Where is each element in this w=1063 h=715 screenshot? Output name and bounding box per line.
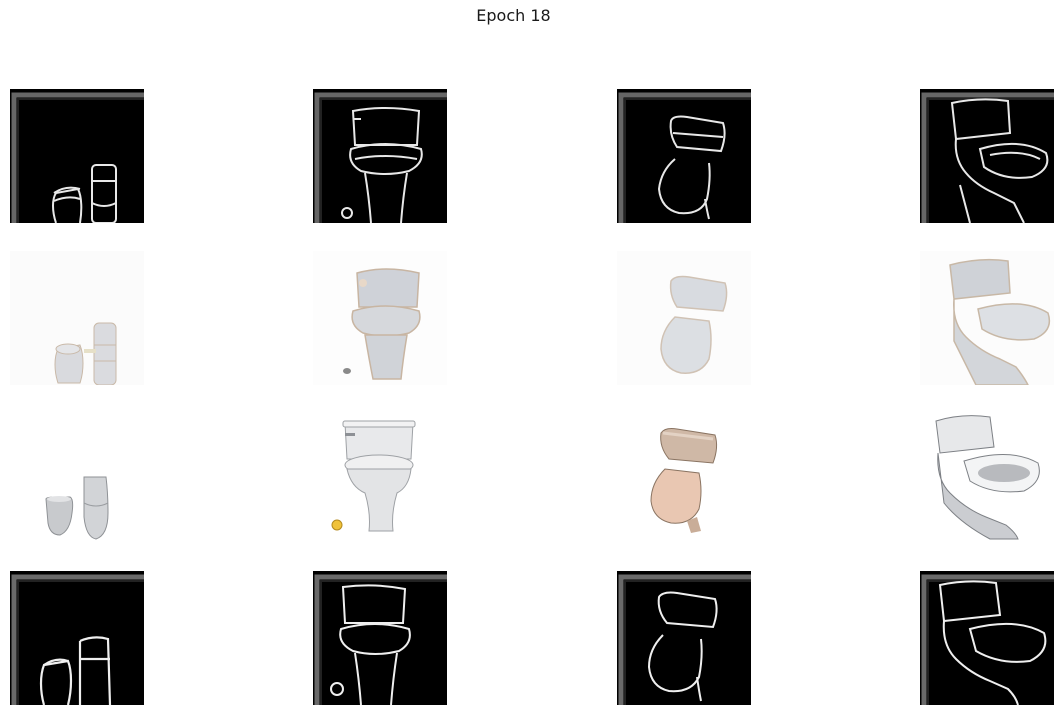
generated-toilet-one-piece: [920, 251, 1054, 385]
photo-toilet-one-piece: [920, 413, 1054, 547]
tile-r2-c4: [920, 251, 1054, 385]
photo-toilet-pair: [10, 413, 144, 547]
edge-map-toilet-pair: [10, 89, 144, 223]
tile-r3-c4: [920, 413, 1054, 547]
generated-toilet-tilted: [617, 251, 751, 385]
tile-r4-c4: [920, 571, 1054, 705]
reconstructed-edge-toilet-front: [313, 571, 447, 705]
tile-r1-c1: [10, 89, 144, 223]
reconstructed-edge-toilet-one-piece: [920, 571, 1054, 705]
generated-toilet-pair: [10, 251, 144, 385]
photo-toilet-tilted: [617, 413, 751, 547]
reconstructed-edge-toilet-tilted: [617, 571, 751, 705]
tile-r3-c2: [313, 413, 447, 547]
tile-r1-c3: [617, 89, 751, 223]
photo-toilet-front: [313, 413, 447, 547]
reconstructed-edge-toilet-pair: [10, 571, 144, 705]
edge-map-toilet-one-piece: [920, 89, 1054, 223]
tile-r2-c1: [10, 251, 144, 385]
edge-map-toilet-front: [313, 89, 447, 223]
tile-r4-c3: [617, 571, 751, 705]
tile-r2-c2: [313, 251, 447, 385]
tile-r4-c1: [10, 571, 144, 705]
generated-toilet-front: [313, 251, 447, 385]
figure-title: Epoch 18: [476, 6, 551, 25]
tile-r1-c2: [313, 89, 447, 223]
edge-map-toilet-tilted: [617, 89, 751, 223]
tile-r2-c3: [617, 251, 751, 385]
tile-r3-c3: [617, 413, 751, 547]
tile-r1-c4: [920, 89, 1054, 223]
tile-r3-c1: [10, 413, 144, 547]
tile-r4-c2: [313, 571, 447, 705]
